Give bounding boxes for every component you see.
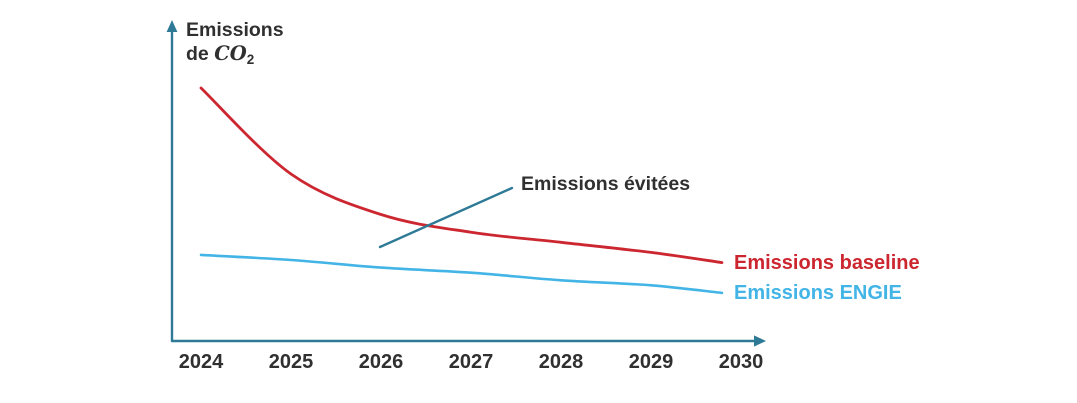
series-label-baseline: Emissions baseline xyxy=(734,252,920,274)
x-tick-label-2025: 2025 xyxy=(269,351,314,373)
y-axis-title-line2: de CO2 xyxy=(186,42,254,67)
x-tick-label-2026: 2026 xyxy=(359,351,404,373)
y-axis-arrow-icon xyxy=(166,20,178,32)
baseline-curve xyxy=(199,86,724,264)
x-tick-label-2030: 2030 xyxy=(719,351,764,373)
x-tick-label-2024: 2024 xyxy=(179,351,224,373)
x-axis-arrow-icon xyxy=(754,335,766,347)
x-tick-label-2029: 2029 xyxy=(629,351,674,373)
x-tick-label-2027: 2027 xyxy=(449,351,494,373)
annotation-pointer-line xyxy=(378,186,514,249)
engie-line xyxy=(199,253,724,295)
annotation-label: Emissions évitées xyxy=(521,173,690,195)
series-label-engie: Emissions ENGIE xyxy=(734,282,902,304)
y-axis-title-line1: Emissions xyxy=(186,19,284,41)
x-tick-label-2028: 2028 xyxy=(539,351,584,373)
